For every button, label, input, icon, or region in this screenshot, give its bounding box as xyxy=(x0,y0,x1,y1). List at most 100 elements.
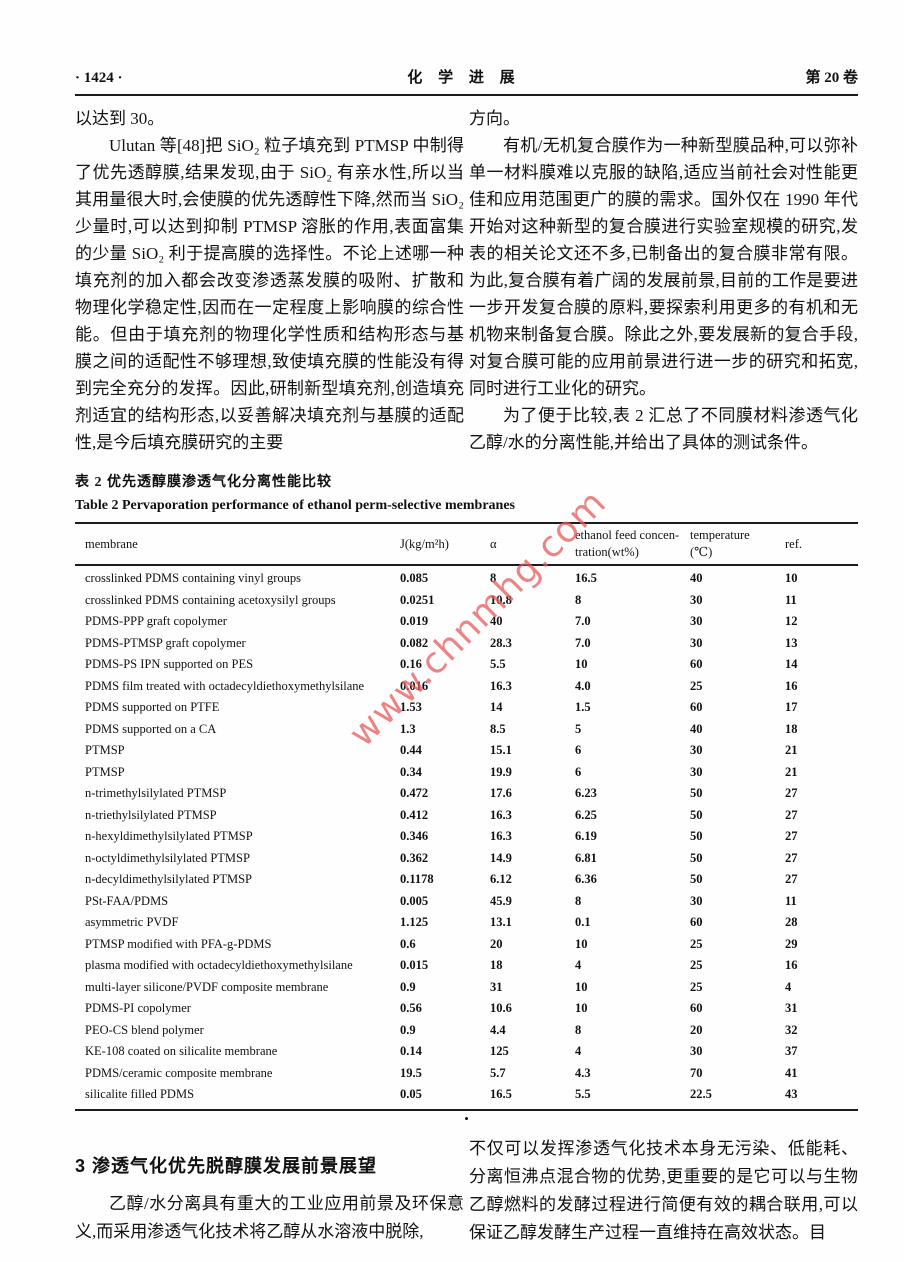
section3-columns: 3 渗透气化优先脱醇膜发展前景展望 乙醇/水分离具有重大的工业应用前景及环保意义… xyxy=(75,1135,858,1247)
cell-feed-concentration: 5 xyxy=(575,721,582,736)
cell-feed-concentration: 1.5 xyxy=(575,700,591,715)
cell-membrane: PDMS-PI copolymer xyxy=(85,1001,191,1016)
cell-ref: 27 xyxy=(785,807,798,822)
cell-alpha: 28.3 xyxy=(490,635,512,650)
cell-membrane: PDMS supported on PTFE xyxy=(85,700,220,715)
cell-flux: 0.6 xyxy=(400,936,416,951)
cell-flux: 0.16 xyxy=(400,657,422,672)
intro-columns: 以达到 30。 Ulutan 等[48]把 SiO₂ 粒子填充到 PTMSP 中… xyxy=(75,105,858,456)
table-row: n-trimethylsilylated PTMSP 0.472 17.6 6.… xyxy=(75,783,858,805)
cell-feed-concentration: 8 xyxy=(575,592,582,607)
section3-right-column: 不仅可以发挥渗透气化技术本身无污染、低能耗、分离恒沸点混合物的优势,更重要的是它… xyxy=(469,1135,858,1247)
paragraph: Ulutan 等[48]把 SiO₂ 粒子填充到 PTMSP 中制得了优先透醇膜… xyxy=(75,136,464,452)
cell-temperature: 30 xyxy=(690,764,703,779)
cell-feed-concentration: 6.23 xyxy=(575,786,597,801)
cell-temperature: 30 xyxy=(690,614,703,629)
cell-ref: 37 xyxy=(785,1044,798,1059)
cell-temperature: 60 xyxy=(690,700,703,715)
cell-temperature: 30 xyxy=(690,1044,703,1059)
cell-ref: 43 xyxy=(785,1087,798,1102)
cell-alpha: 31 xyxy=(490,979,503,994)
performance-table: membrane J(kg/m²h) α ethanol feed concen… xyxy=(75,522,858,1111)
table-row: PDMS supported on PTFE 1.53 14 1.5 60 17 xyxy=(75,697,858,719)
paragraph: 不仅可以发挥渗透气化技术本身无污染、低能耗、分离恒沸点混合物的优势,更重要的是它… xyxy=(469,1138,858,1242)
cell-membrane: PDMS-PPP graft copolymer xyxy=(85,614,227,629)
cell-membrane: KE-108 coated on silicalite membrane xyxy=(85,1044,278,1059)
cell-membrane: n-hexyldimethylsilylated PTMSP xyxy=(85,829,253,844)
cell-temperature: 50 xyxy=(690,786,703,801)
cell-alpha: 14 xyxy=(490,700,503,715)
page-content: · 1424 · 化 学 进 展 第 20 卷 以达到 30。 Ulutan 等… xyxy=(75,0,858,1247)
table-row: PDMS-PS IPN supported on PES 0.16 5.5 10… xyxy=(75,654,858,676)
cell-feed-concentration: 10 xyxy=(575,979,588,994)
cell-temperature: 40 xyxy=(690,721,703,736)
cell-alpha: 45.9 xyxy=(490,893,512,908)
cell-alpha: 16.3 xyxy=(490,829,512,844)
table-row: plasma modified with octadecyldiethoxyme… xyxy=(75,955,858,977)
cell-membrane: PDMS-PTMSP graft copolymer xyxy=(85,635,246,650)
cell-temperature: 30 xyxy=(690,743,703,758)
cell-ref: 17 xyxy=(785,700,798,715)
cell-flux: 19.5 xyxy=(400,1065,422,1080)
cell-temperature: 20 xyxy=(690,1022,703,1037)
header-rule xyxy=(75,94,858,96)
cell-membrane: PDMS-PS IPN supported on PES xyxy=(85,657,254,672)
table-caption-zh: 表 2 优先透醇膜渗透气化分离性能比较 xyxy=(75,475,332,490)
table-row: PDMS film treated with octadecyldiethoxy… xyxy=(75,676,858,698)
cell-temperature: 50 xyxy=(690,807,703,822)
cell-feed-concentration: 5.5 xyxy=(575,1087,591,1102)
cell-flux: 0.0251 xyxy=(400,592,435,607)
cell-feed-concentration: 10 xyxy=(575,936,588,951)
cell-alpha: 19.9 xyxy=(490,764,512,779)
cell-membrane: PDMS supported on a CA xyxy=(85,721,217,736)
table-row: crosslinked PDMS containing acetoxysilyl… xyxy=(75,590,858,612)
cell-membrane: n-decyldimethylsilylated PTMSP xyxy=(85,872,253,887)
cell-ref: 28 xyxy=(785,915,798,930)
cell-alpha: 5.7 xyxy=(490,1065,506,1080)
cell-feed-concentration: 10 xyxy=(575,657,588,672)
cell-ref: 11 xyxy=(785,893,797,908)
cell-temperature: 25 xyxy=(690,958,703,973)
paragraph: 有机/无机复合膜作为一种新型膜品种,可以弥补单一材料膜难以克服的缺陷,适应当前社… xyxy=(469,136,858,398)
table-row: PTMSP 0.44 15.1 6 30 21 xyxy=(75,740,858,762)
cell-ref: 31 xyxy=(785,1001,798,1016)
intro-right-column: 方向。 有机/无机复合膜作为一种新型膜品种,可以弥补单一材料膜难以克服的缺陷,适… xyxy=(469,105,858,456)
cell-feed-concentration: 10 xyxy=(575,1001,588,1016)
cell-flux: 0.019 xyxy=(400,614,429,629)
cell-alpha: 15.1 xyxy=(490,743,512,758)
cell-feed-concentration: 6 xyxy=(575,764,582,779)
cell-feed-concentration: 4.3 xyxy=(575,1065,591,1080)
journal-title: 化 学 进 展 xyxy=(407,70,521,86)
cell-alpha: 18 xyxy=(490,958,503,973)
cell-flux: 0.14 xyxy=(400,1044,422,1059)
section3-left-column: 3 渗透气化优先脱醇膜发展前景展望 乙醇/水分离具有重大的工业应用前景及环保意义… xyxy=(75,1135,464,1247)
cell-membrane: PDMS/ceramic composite membrane xyxy=(85,1065,273,1080)
cell-alpha: 125 xyxy=(490,1044,509,1059)
paragraph: 以达到 30。 xyxy=(75,109,165,128)
cell-alpha: 17.6 xyxy=(490,786,512,801)
cell-flux: 0.085 xyxy=(400,571,429,586)
cell-ref: 16 xyxy=(785,678,798,693)
table-header-row: membrane J(kg/m²h) α ethanol feed concen… xyxy=(75,524,858,566)
cell-ref: 41 xyxy=(785,1065,798,1080)
cell-alpha: 8 xyxy=(490,571,497,586)
paragraph: 为了便于比较,表 2 汇总了不同膜材料渗透气化乙醇/水的分离性能,并给出了具体的… xyxy=(469,406,858,452)
table-row: asymmetric PVDF 1.125 13.1 0.1 60 28 xyxy=(75,912,858,934)
cell-ref: 27 xyxy=(785,829,798,844)
cell-alpha: 5.5 xyxy=(490,657,506,672)
cell-alpha: 16.3 xyxy=(490,807,512,822)
cell-temperature: 22.5 xyxy=(690,1087,712,1102)
paragraph: 乙醇/水分离具有重大的工业应用前景及环保意义,而采用渗透气化技术将乙醇从水溶液中… xyxy=(75,1193,464,1241)
cell-membrane: n-triethylsilylated PTMSP xyxy=(85,807,217,822)
cell-alpha: 13.1 xyxy=(490,915,512,930)
cell-ref: 14 xyxy=(785,657,798,672)
cell-temperature: 70 xyxy=(690,1065,703,1080)
cell-flux: 1.3 xyxy=(400,721,416,736)
cell-ref: 11 xyxy=(785,592,797,607)
column-header-alpha: α xyxy=(490,536,497,551)
table-row: n-hexyldimethylsilylated PTMSP 0.346 16.… xyxy=(75,826,858,848)
table-row: n-triethylsilylated PTMSP 0.412 16.3 6.2… xyxy=(75,805,858,827)
cell-feed-concentration: 6.36 xyxy=(575,872,597,887)
table-row: n-decyldimethylsilylated PTMSP 0.1178 6.… xyxy=(75,869,858,891)
cell-feed-concentration: 4 xyxy=(575,1044,582,1059)
